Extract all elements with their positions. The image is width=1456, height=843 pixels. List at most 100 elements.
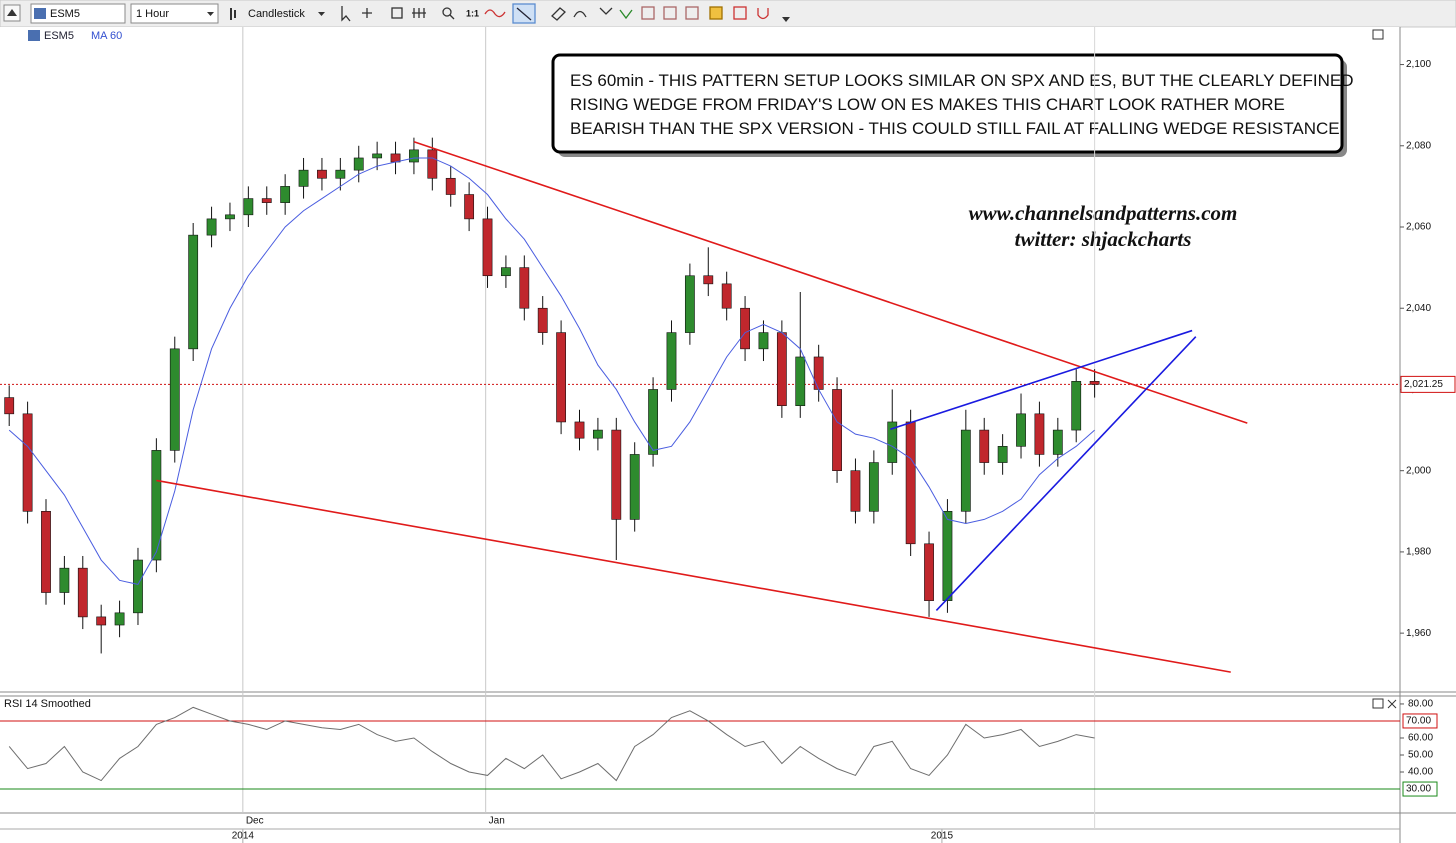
toolbar-more[interactable] bbox=[782, 17, 790, 22]
candle-body bbox=[335, 169, 346, 179]
candle-body bbox=[151, 450, 162, 561]
candle-body bbox=[464, 194, 475, 220]
candle-body bbox=[776, 332, 787, 407]
candle-body bbox=[280, 186, 291, 203]
y-tick-label: 60.00 bbox=[1408, 733, 1433, 744]
rsi-line bbox=[8, 706, 1095, 782]
candle-body bbox=[684, 275, 695, 333]
candle-body bbox=[813, 356, 824, 390]
candle-body bbox=[537, 307, 548, 333]
style-text: Candlestick bbox=[248, 8, 305, 20]
candle-body bbox=[979, 429, 990, 463]
futures-icon bbox=[34, 8, 46, 19]
candle-body bbox=[758, 332, 769, 350]
candle-body bbox=[261, 198, 272, 203]
candle-body bbox=[1034, 413, 1045, 455]
maximize-button[interactable] bbox=[1372, 29, 1384, 40]
watermark: twitter: shjackcharts bbox=[1015, 227, 1192, 251]
dropdown-arrow bbox=[207, 12, 214, 16]
trendline bbox=[890, 329, 1193, 431]
candle-body bbox=[887, 421, 898, 463]
legend-symbol: ESM5 bbox=[44, 30, 74, 42]
interval-text: 1 Hour bbox=[136, 8, 169, 20]
candle-body bbox=[519, 267, 530, 309]
candle-body bbox=[997, 446, 1008, 463]
candle-icon bbox=[230, 8, 236, 20]
y-tick-label: 2,040 bbox=[1406, 303, 1431, 314]
candle-body bbox=[942, 511, 953, 601]
candle-body bbox=[22, 413, 33, 512]
annotation-text: BEARISH THAN THE SPX VERSION - THIS COUL… bbox=[570, 119, 1340, 138]
candle-body bbox=[611, 429, 622, 520]
candle-body bbox=[114, 612, 125, 626]
close-button[interactable] bbox=[1387, 699, 1397, 709]
ratio-icon: 1:1 bbox=[466, 8, 479, 18]
annotation-box bbox=[551, 53, 1344, 154]
candle-body bbox=[1052, 429, 1063, 455]
candle-body bbox=[960, 429, 971, 512]
candle-body bbox=[298, 169, 309, 187]
level-box bbox=[1402, 713, 1438, 729]
candle-body bbox=[703, 275, 714, 285]
y-tick-label: 80.00 bbox=[1408, 699, 1433, 710]
candle-body bbox=[96, 616, 107, 626]
candle-body bbox=[832, 389, 842, 471]
candle-body bbox=[41, 511, 51, 593]
year-label: 2015 bbox=[931, 831, 954, 842]
candle-body bbox=[905, 421, 916, 545]
candle-body bbox=[482, 218, 493, 277]
candle-body bbox=[648, 389, 658, 455]
dropdown-arrow bbox=[318, 12, 325, 16]
candle-body bbox=[629, 454, 640, 520]
y-tick-label: 40.00 bbox=[1408, 767, 1433, 778]
futures-icon bbox=[28, 30, 40, 41]
symbol-input[interactable] bbox=[30, 3, 126, 24]
last-price-label: 2,021.25 bbox=[1404, 379, 1443, 390]
style-select[interactable] bbox=[226, 4, 330, 23]
annotation-text: ES 60min - THIS PATTERN SETUP LOOKS SIMI… bbox=[570, 71, 1353, 90]
candle-body bbox=[4, 397, 15, 415]
annotation-text: RISING WEDGE FROM FRIDAY'S LOW ON ES MAK… bbox=[570, 95, 1285, 114]
candle-body bbox=[721, 283, 732, 309]
candle-body bbox=[1071, 381, 1082, 431]
candle-body bbox=[353, 157, 364, 171]
watermark: www.channelsandpatterns.com bbox=[969, 201, 1238, 225]
candle-body bbox=[592, 429, 603, 439]
level-label: 70.00 bbox=[1406, 716, 1431, 727]
candle-body bbox=[372, 153, 383, 159]
moving-average bbox=[8, 157, 1095, 585]
level-label: 30.00 bbox=[1406, 784, 1431, 795]
interval-select[interactable] bbox=[130, 3, 219, 24]
candle-body bbox=[740, 307, 750, 350]
candle-body bbox=[1016, 413, 1026, 447]
candle-body bbox=[169, 348, 180, 451]
y-tick-label: 2,100 bbox=[1406, 59, 1431, 70]
level-box bbox=[1402, 781, 1438, 797]
maximize-button[interactable] bbox=[1372, 698, 1384, 709]
tool-icons[interactable] bbox=[341, 3, 769, 24]
scroll-icon bbox=[7, 9, 17, 16]
last-price-box bbox=[1400, 375, 1456, 393]
y-tick-label: 1,960 bbox=[1406, 628, 1431, 639]
trendline bbox=[413, 140, 1248, 424]
candle-body bbox=[133, 559, 143, 614]
candle-body bbox=[243, 198, 254, 216]
y-tick-label: 2,060 bbox=[1406, 222, 1431, 233]
candle-body bbox=[188, 234, 199, 350]
candle-body bbox=[868, 462, 879, 512]
candle-body bbox=[206, 218, 217, 236]
symbol-text: ESM5 bbox=[50, 8, 80, 20]
candle-body bbox=[77, 567, 88, 618]
year-label: 2014 bbox=[232, 831, 255, 842]
candle-body bbox=[225, 214, 235, 220]
x-tick-label: Dec bbox=[246, 816, 264, 827]
candle-body bbox=[1089, 381, 1100, 385]
candle-body bbox=[501, 267, 511, 277]
candle-body bbox=[59, 567, 70, 593]
candle-body bbox=[409, 149, 419, 163]
candle-body bbox=[924, 543, 934, 601]
legend-ma: MA 60 bbox=[91, 30, 122, 42]
candle-body bbox=[574, 421, 585, 439]
y-tick-label: 2,080 bbox=[1406, 140, 1431, 151]
candle-body bbox=[795, 356, 806, 407]
